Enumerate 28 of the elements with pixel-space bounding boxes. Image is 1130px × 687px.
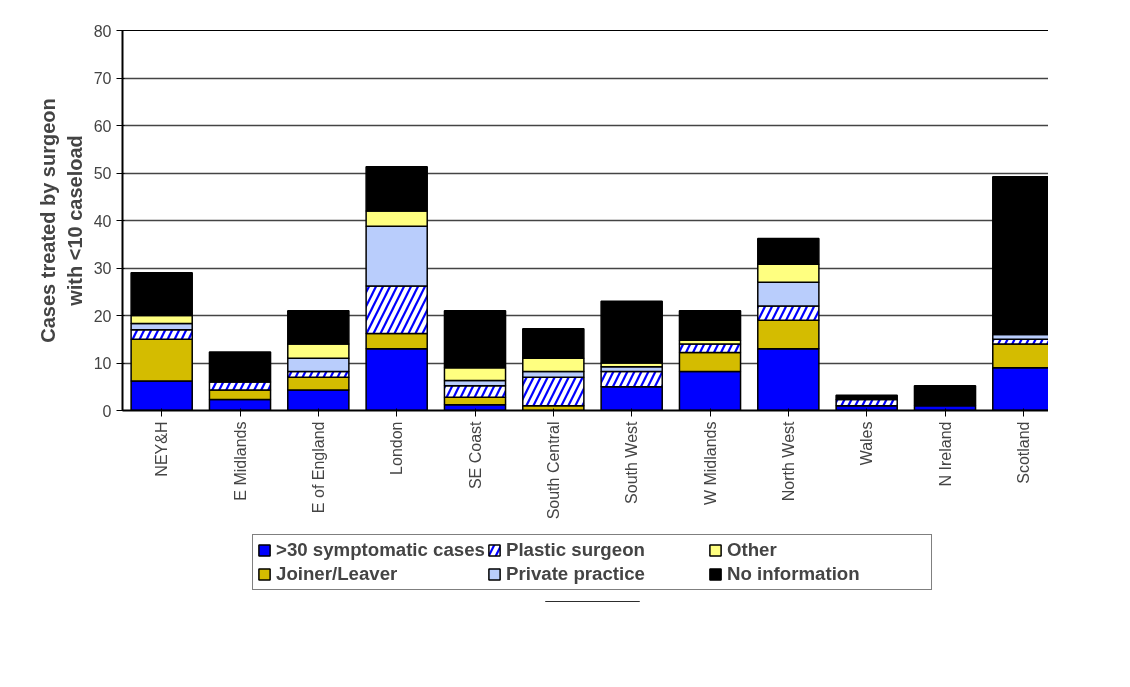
y-tick-label: 50 — [93, 165, 112, 182]
y-tick-label: 0 — [102, 402, 112, 420]
y-axis-title: Cases treated by surgeon with <10 caseload — [37, 98, 86, 343]
y-tick-label: 40 — [93, 212, 112, 230]
legend-label: Other — [726, 539, 778, 561]
y-tick-label: 20 — [93, 307, 112, 325]
legend-label: Plastic surgeon — [505, 539, 646, 561]
x-tick-label: South West — [623, 420, 641, 504]
x-tick-label: Wales — [858, 421, 876, 466]
x-tick-label: SE Coast — [466, 420, 484, 490]
y-tick-label: 30 — [93, 260, 112, 277]
legend-label: >30 symptomatic cases — [276, 539, 485, 561]
x-tick-label: South Central — [544, 421, 562, 520]
x-tick-label: E of England — [309, 421, 327, 514]
x-tick-label: W Midlands — [701, 421, 719, 506]
y-tick-label: 10 — [93, 355, 112, 372]
y-tick-label: 70 — [93, 70, 112, 87]
x-tick-label: North West — [779, 420, 797, 502]
legend-label: No information — [726, 563, 861, 585]
x-tick-label: Scotland — [1014, 421, 1032, 484]
legend-label: Private practice — [505, 563, 646, 585]
y-tick-label: 80 — [93, 22, 112, 40]
x-tick-label: London — [388, 421, 406, 475]
y-tick-label: 60 — [93, 117, 112, 135]
x-tick-label: NEY&H — [153, 421, 171, 477]
x-tick-label: N Ireland — [936, 421, 954, 487]
legend-label: Joiner/Leaver — [276, 563, 399, 585]
x-tick-label: E Midlands — [231, 421, 249, 501]
